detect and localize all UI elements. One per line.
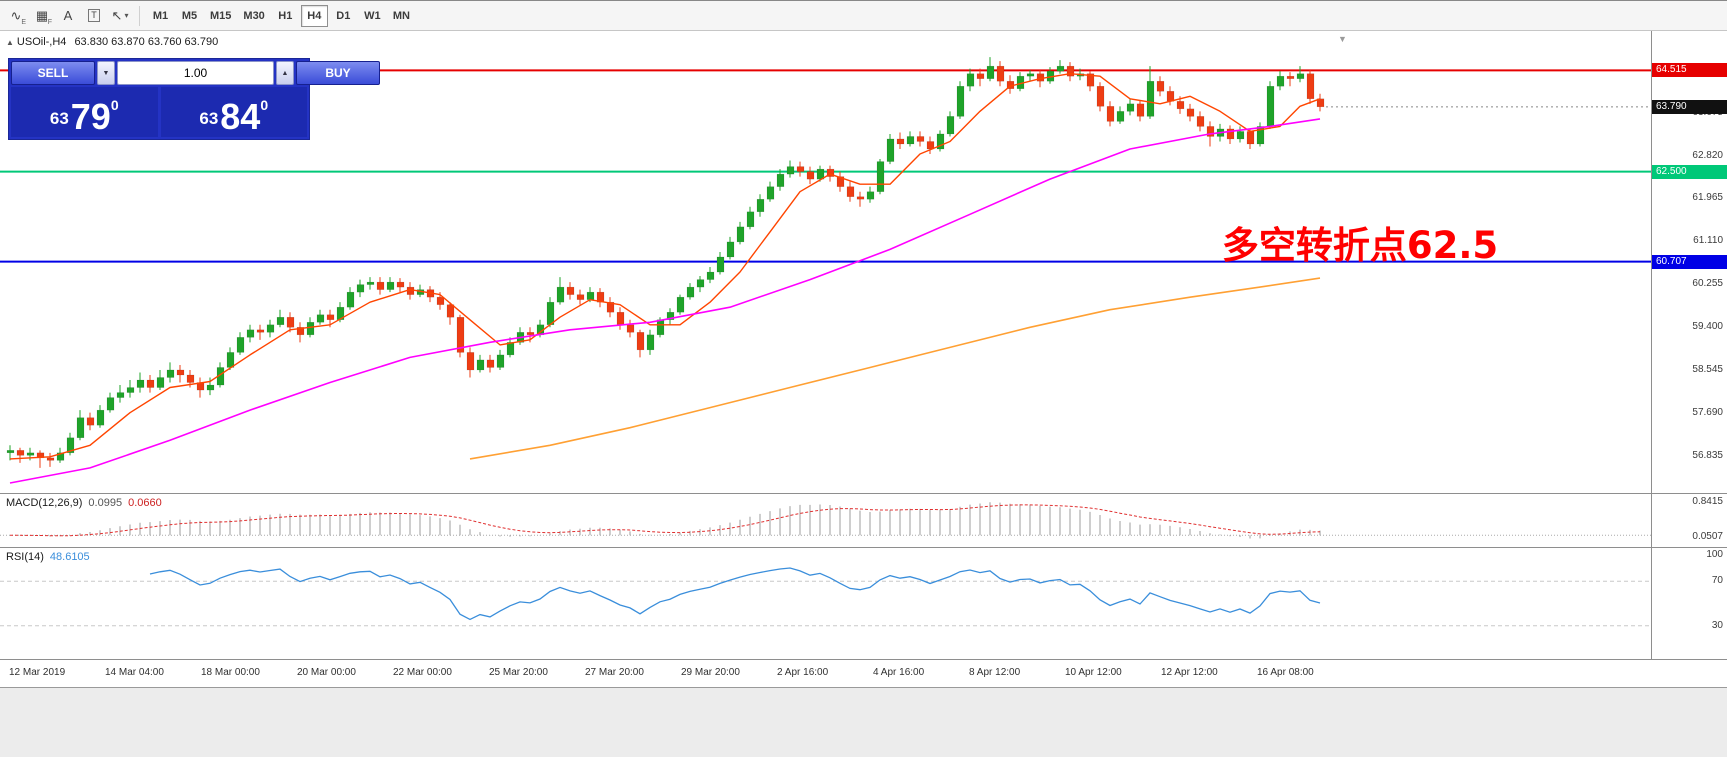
cursor-tool-icon[interactable]: ↖ ▾ — [111, 7, 129, 23]
scroll-to-end-marker[interactable]: ▼ — [1338, 34, 1347, 44]
sell-button[interactable]: SELL — [11, 61, 95, 85]
time-axis-label: 18 Mar 00:00 — [201, 667, 260, 678]
macd-label: MACD(12,26,9) 0.0995 0.0660 — [6, 497, 162, 509]
macd-panel: MACD(12,26,9) 0.0995 0.0660 0.8415 0.0507 — [0, 493, 1727, 547]
toolbar-separator — [139, 5, 140, 26]
ask-pip-digit: 0 — [260, 97, 269, 113]
macd-axis-label: 0.0507 — [1692, 531, 1723, 543]
macd-name: MACD(12,26,9) — [6, 497, 83, 509]
rsi-axis-label: 70 — [1711, 575, 1723, 587]
macd-axis-label: 0.8415 — [1692, 496, 1723, 508]
time-axis-label: 16 Apr 08:00 — [1257, 667, 1314, 678]
buy-button[interactable]: BUY — [296, 61, 380, 85]
chart-annotation-text: 多空转折点62.5 — [1221, 224, 1499, 267]
price-axis-label: 59.400 — [1692, 321, 1723, 333]
indicators-icon[interactable]: ∿ E — [10, 7, 26, 26]
text-box-icon[interactable]: T — [82, 4, 106, 28]
main-price-axis[interactable]: 63.67562.82061.96561.11060.25559.40058.5… — [1651, 31, 1727, 493]
time-axis-label: 29 Mar 20:00 — [681, 667, 740, 678]
timeframe-m15[interactable]: M15 — [210, 9, 232, 22]
rsi-name: RSI(14) — [6, 551, 44, 563]
macd-histogram — [19, 502, 1321, 539]
top-toolbar: ∿ E ▦ F A T ↖ ▾ M1 M5 M15 M30 H1 H4 D1 W1 MN — [0, 1, 1727, 31]
rsi-value: 48.6105 — [49, 551, 90, 563]
main-price-panel: ▲ USOil-,H4 63.830 63.870 63.760 63.790 ▼ … — [0, 31, 1727, 493]
time-axis-label: 27 Mar 20:00 — [585, 667, 644, 678]
hline-price-tag: 62.500 — [1652, 164, 1727, 179]
macd-value-2: 0.0660 — [128, 497, 162, 509]
price-axis-label: 58.545 — [1692, 364, 1723, 376]
ask-big-digits: 84 — [220, 96, 261, 137]
volume-input[interactable] — [117, 61, 274, 85]
time-axis-label: 10 Apr 12:00 — [1065, 667, 1122, 678]
chart-icon: ▲ — [6, 38, 14, 47]
bid-price-display[interactable]: 63 79 0 — [11, 87, 158, 137]
time-axis-label: 12 Apr 12:00 — [1161, 667, 1218, 678]
price-axis-label: 62.820 — [1692, 149, 1723, 161]
rsi-panel: RSI(14) 48.6105 100 70 30 — [0, 547, 1727, 659]
time-axis[interactable]: 12 Mar 2019 14 Mar 04:00 18 Mar 00:00 20 Ma… — [0, 659, 1727, 687]
timeframe-h1[interactable]: H1 — [278, 9, 293, 22]
rsi-plot[interactable]: RSI(14) 48.6105 — [0, 548, 1651, 659]
rsi-label: RSI(14) 48.6105 — [6, 551, 90, 563]
time-axis-label: 14 Mar 04:00 — [105, 667, 164, 678]
timeframe-mn[interactable]: MN — [392, 9, 410, 22]
moving-averages — [9, 73, 1321, 484]
timeframe-m5[interactable]: M5 — [181, 9, 198, 22]
ask-prefix: 63 — [199, 109, 219, 128]
macd-plot[interactable]: MACD(12,26,9) 0.0995 0.0660 — [0, 494, 1651, 547]
candles-series — [6, 57, 1325, 468]
bid-pip-digit: 0 — [110, 97, 119, 113]
time-axis-label: 12 Mar 2019 — [9, 667, 66, 678]
ask-price-display[interactable]: 63 84 0 — [160, 87, 307, 137]
price-axis-label: 61.110 — [1693, 235, 1723, 247]
text-label-icon[interactable]: A — [63, 8, 73, 23]
timeframe-d1[interactable]: D1 — [336, 9, 351, 22]
volume-down-button[interactable]: ▼ — [97, 61, 115, 85]
hline-price-tag: 60.707 — [1652, 254, 1727, 269]
symbol-title: USOil-,H4 — [16, 36, 67, 48]
timeframe-m30[interactable]: M30 — [243, 9, 265, 22]
price-axis-label: 56.835 — [1692, 450, 1723, 462]
rsi-axis[interactable]: 100 70 30 — [1651, 548, 1727, 659]
timeframe-m1[interactable]: M1 — [152, 9, 169, 22]
hline-price-tag: 64.515 — [1652, 63, 1727, 78]
timeframe-buttons: M1 M5 M15 M30 H1 H4 D1 W1 MN — [147, 4, 415, 27]
chart-area: ▲ USOil-,H4 63.830 63.870 63.760 63.790 ▼ … — [0, 31, 1727, 687]
bid-big-digits: 79 — [70, 96, 111, 137]
candlestick-plot[interactable]: ▲ USOil-,H4 63.830 63.870 63.760 63.790 ▼ … — [0, 31, 1651, 493]
macd-signal-line — [9, 504, 1321, 537]
price-axis-label: 61.965 — [1692, 192, 1723, 204]
time-axis-label: 4 Apr 16:00 — [873, 667, 925, 678]
time-axis-label: 25 Mar 20:00 — [489, 667, 548, 678]
rsi-axis-label: 30 — [1711, 619, 1723, 631]
current-price-tag: 63.790 — [1652, 99, 1727, 114]
rsi-line — [149, 567, 1321, 621]
price-axis-label: 57.690 — [1692, 407, 1723, 419]
bottom-empty-area — [0, 687, 1727, 757]
time-axis-label: 2 Apr 16:00 — [777, 667, 829, 678]
timeframe-w1[interactable]: W1 — [364, 9, 381, 22]
rsi-axis-label: 100 — [1706, 549, 1723, 560]
time-axis-label: 8 Apr 12:00 — [969, 667, 1021, 678]
bid-prefix: 63 — [49, 109, 69, 128]
ohlc-values: 63.830 63.870 63.760 63.790 — [74, 36, 219, 48]
price-axis-label: 60.255 — [1692, 278, 1723, 290]
macd-value-1: 0.0995 — [88, 497, 123, 509]
medium-ma — [9, 118, 1321, 484]
timeframe-h4[interactable]: H4 — [300, 4, 328, 27]
dropdown-caret-icon: ▾ — [124, 11, 129, 20]
fast-ma — [9, 73, 1321, 460]
objects-grid-icon[interactable]: ▦ F — [35, 7, 52, 26]
macd-axis[interactable]: 0.8415 0.0507 — [1651, 494, 1727, 547]
volume-up-button[interactable]: ▲ — [276, 61, 294, 85]
slow-ma — [469, 277, 1321, 460]
symbol-ohlc-label: ▲ USOil-,H4 63.830 63.870 63.760 63.790 — [6, 36, 218, 48]
time-axis-label: 20 Mar 00:00 — [297, 667, 356, 678]
toolbar-icons: ∿ E ▦ F A T ↖ ▾ — [4, 4, 132, 28]
time-axis-label: 22 Mar 00:00 — [393, 667, 452, 678]
